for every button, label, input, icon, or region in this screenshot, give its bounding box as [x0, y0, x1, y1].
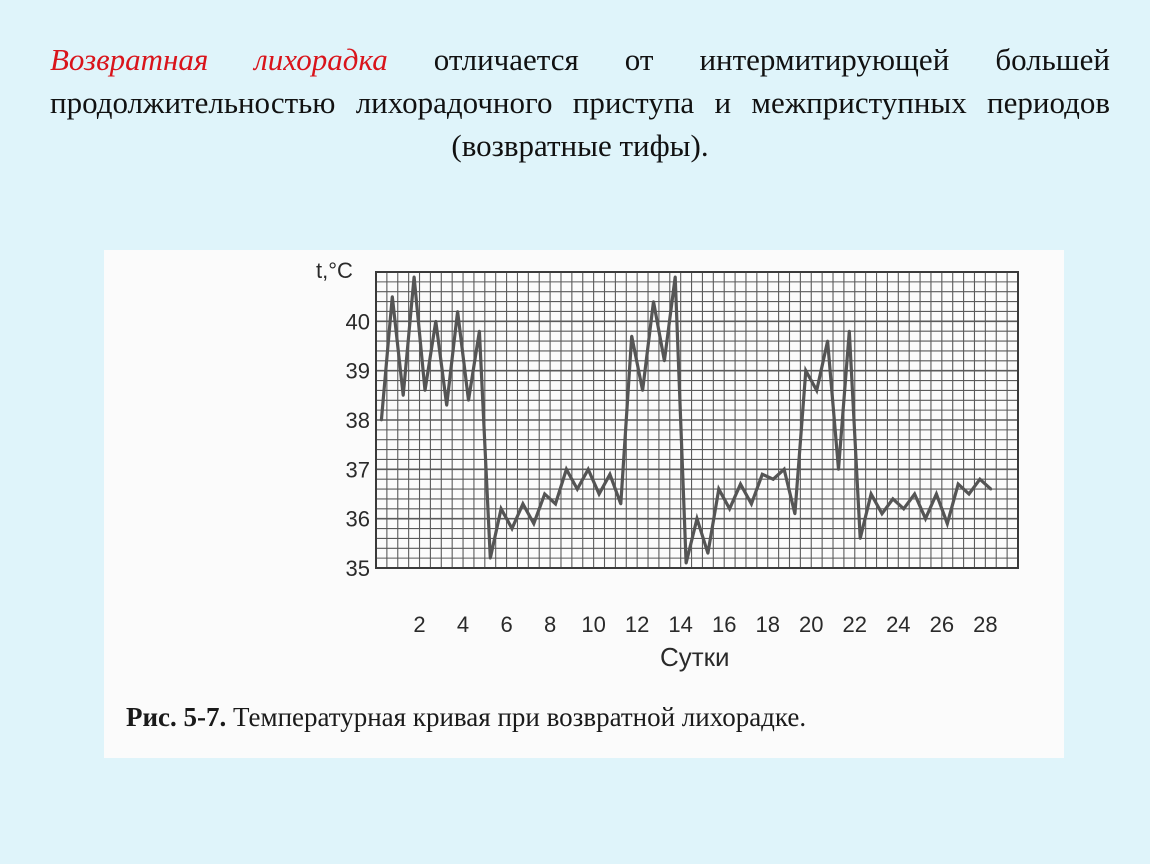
data-point	[434, 319, 438, 323]
data-point	[641, 389, 644, 392]
data-point	[967, 492, 971, 496]
data-point	[477, 329, 481, 333]
x-tick-label: 2	[413, 612, 425, 637]
x-tick-label: 10	[581, 612, 605, 637]
slide-text: Возвратная лихорадка отличается от интер…	[50, 38, 1110, 167]
y-tick-label: 36	[346, 507, 370, 532]
data-point	[565, 467, 568, 471]
data-point	[706, 551, 710, 555]
data-point	[608, 472, 612, 476]
data-point	[782, 467, 786, 471]
x-tick-label: 12	[625, 612, 649, 637]
data-point	[586, 467, 590, 471]
data-point	[499, 507, 503, 511]
x-tick-label: 20	[799, 612, 823, 637]
data-point	[456, 310, 460, 313]
data-point	[488, 556, 492, 560]
data-point	[662, 359, 666, 363]
data-point	[739, 482, 742, 486]
caption-label: Рис. 5-7.	[126, 702, 227, 732]
data-point	[891, 497, 895, 501]
data-point	[804, 369, 808, 373]
x-tick-label: 22	[843, 612, 867, 637]
data-point	[771, 477, 775, 481]
data-point	[760, 472, 764, 476]
caption-text: Температурная кривая при возвратной лихо…	[226, 702, 807, 732]
plot-frame	[375, 271, 1019, 569]
x-tick-label: 18	[755, 612, 779, 637]
data-point	[543, 492, 547, 496]
data-point	[510, 527, 514, 530]
x-tick-label: 24	[886, 612, 910, 637]
data-point	[423, 389, 427, 392]
data-point	[880, 512, 884, 516]
figure-caption: Рис. 5-7. Температурная кривая при возвр…	[126, 702, 1046, 733]
data-point	[445, 403, 449, 407]
x-tick-label: 28	[973, 612, 997, 637]
data-point	[684, 561, 688, 565]
data-point	[532, 522, 536, 525]
y-tick-label: 40	[346, 309, 370, 334]
data-point	[575, 487, 579, 491]
y-axis-label: t,°C	[316, 258, 353, 283]
data-point	[913, 492, 917, 496]
data-point	[750, 502, 753, 506]
data-point	[793, 512, 797, 516]
x-axis-label: Сутки	[660, 642, 730, 672]
heading-rest: отличается от интермитирующей большей пр…	[50, 42, 1111, 163]
data-point	[728, 507, 732, 511]
data-point	[945, 522, 949, 525]
figure: 35 36 37 38 39 40 2 4 6 8 10 12 14 16 18 20 22 24 26 28 t,°…	[104, 250, 1064, 758]
data-point	[521, 502, 525, 506]
data-point	[989, 487, 993, 491]
data-point	[956, 482, 960, 486]
y-tick-label: 39	[346, 359, 370, 384]
data-point	[652, 300, 655, 303]
x-tick-label: 14	[668, 612, 692, 637]
series	[379, 275, 993, 565]
x-tick-label: 6	[500, 612, 512, 637]
data-point	[467, 398, 470, 402]
data-point	[630, 334, 634, 338]
data-point	[978, 477, 982, 481]
data-point	[847, 329, 851, 333]
data-point	[837, 467, 840, 471]
heading-accent: Возвратная лихорадка	[50, 42, 388, 77]
x-tick-label: 26	[930, 612, 954, 637]
y-tick-label: 35	[346, 556, 370, 581]
data-point	[390, 295, 394, 299]
y-tick-label: 37	[346, 457, 370, 482]
data-point	[858, 537, 862, 540]
x-tick-label: 4	[457, 612, 469, 637]
data-point	[902, 507, 906, 511]
data-point	[673, 275, 677, 279]
data-point	[412, 275, 416, 279]
data-point	[401, 393, 405, 397]
data-point	[717, 487, 721, 491]
data-point	[924, 517, 927, 521]
data-point	[869, 492, 873, 496]
data-point	[934, 492, 938, 496]
data-point	[815, 389, 819, 392]
data-point	[619, 502, 623, 506]
x-tick-label: 16	[712, 612, 736, 637]
data-point	[826, 339, 829, 343]
data-point	[597, 492, 601, 496]
x-tick-label: 8	[544, 612, 556, 637]
y-tick-label: 38	[346, 408, 370, 433]
data-point	[380, 418, 383, 422]
data-point	[695, 517, 699, 521]
data-point	[554, 502, 557, 506]
